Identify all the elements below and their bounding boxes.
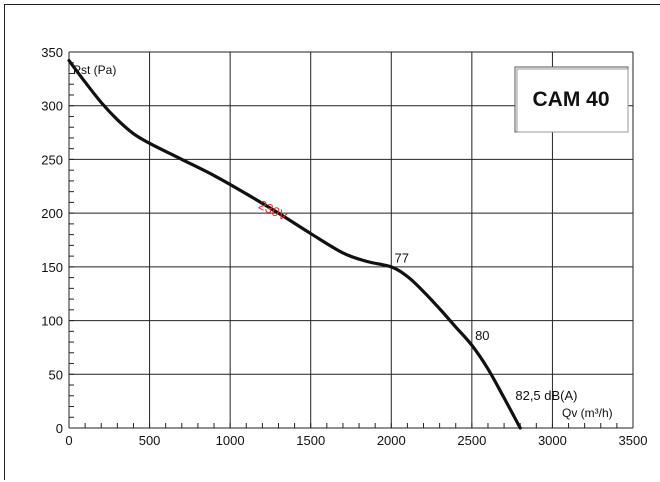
y-tick-label: 150 — [41, 260, 63, 275]
chart-frame — [4, 4, 660, 480]
y-tick-label: 100 — [41, 314, 63, 329]
y-axis-title: Pst (Pa) — [73, 63, 116, 77]
model-label: CAM 40 — [532, 88, 609, 111]
series — [67, 58, 522, 430]
y-tick-label: 250 — [41, 152, 63, 167]
y-tick-label: 0 — [56, 421, 63, 436]
x-tick-label: 1000 — [216, 433, 245, 448]
x-tick-label: 500 — [139, 433, 161, 448]
model-label-box: CAM 40 — [514, 66, 629, 133]
x-tick-label: 0 — [65, 433, 72, 448]
series-line-230v — [67, 58, 522, 430]
y-tick-label: 50 — [49, 367, 63, 382]
y-tick-label: 200 — [41, 206, 63, 221]
noise-level-label: 80 — [475, 328, 489, 343]
x-tick-label: 3500 — [619, 433, 648, 448]
noise-level-label: 77 — [395, 251, 409, 266]
noise-level-label: 82,5 dB(A) — [515, 388, 577, 403]
x-tick-label: 3000 — [538, 433, 567, 448]
tick-labels: 0 500 1000 1500 2000 2500 3000 3500 0 50 100 150 200… — [41, 45, 647, 448]
x-axis-title: Qv (m³/h) — [562, 406, 613, 420]
voltage-label: 230V — [256, 197, 290, 224]
grid — [68, 51, 634, 429]
x-tick-label: 2000 — [377, 433, 406, 448]
y-tick-label: 300 — [41, 99, 63, 114]
y-tick-label: 350 — [41, 45, 63, 60]
x-tick-label: 1500 — [296, 433, 325, 448]
x-tick-label: 2500 — [457, 433, 486, 448]
